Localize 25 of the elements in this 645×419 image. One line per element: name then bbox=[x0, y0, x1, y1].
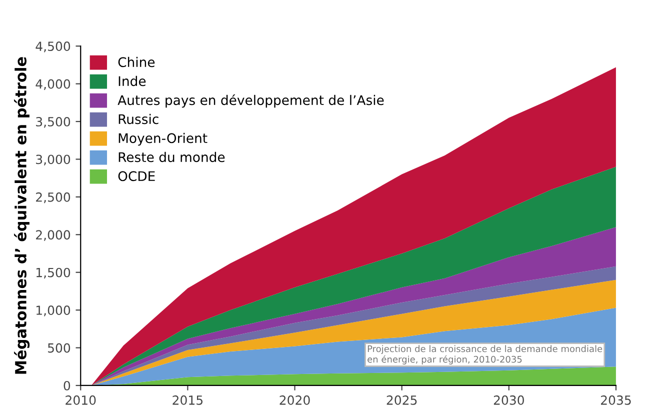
legend-label: Russic bbox=[118, 114, 158, 124]
y-tick-label: 4,500 bbox=[36, 42, 70, 52]
x-tick-label: 2025 bbox=[386, 395, 417, 405]
y-tick-label: 3,000 bbox=[36, 154, 70, 166]
y-axis-title: Mégatonnes d’ équivalent en pétrole bbox=[14, 57, 30, 374]
legend-label: Chine bbox=[118, 56, 155, 68]
annotation: Projection de la croissance de la demande mondiale en énergie, par région, 2010-2035 bbox=[368, 345, 602, 364]
y-tick-label: 500 bbox=[48, 343, 70, 353]
legend-label: OCDE bbox=[118, 171, 155, 182]
x-tick-label: 2035 bbox=[600, 395, 631, 405]
x-tick-label: 2015 bbox=[172, 395, 203, 405]
y-tick-label: 3,500 bbox=[36, 116, 70, 128]
y-tick-label: 1,500 bbox=[36, 268, 70, 279]
y-tick-label: 2,500 bbox=[36, 192, 70, 204]
y-tick-label: 0 bbox=[64, 380, 70, 390]
legend-label: Reste du monde bbox=[118, 152, 225, 162]
legend-label: Moyen-Orient bbox=[118, 132, 208, 146]
legend-label: Autres pays en développement de l’Asie bbox=[118, 94, 384, 108]
legend-label: Inde bbox=[118, 76, 146, 86]
x-tick-label: 2030 bbox=[494, 395, 524, 405]
y-tick-label: 4,000 bbox=[36, 79, 70, 90]
x-tick-label: 2020 bbox=[280, 395, 310, 405]
y-tick-label: 1,000 bbox=[36, 306, 70, 316]
y-tick-label: 2,000 bbox=[36, 230, 70, 241]
x-tick-label: 2010 bbox=[66, 395, 96, 405]
